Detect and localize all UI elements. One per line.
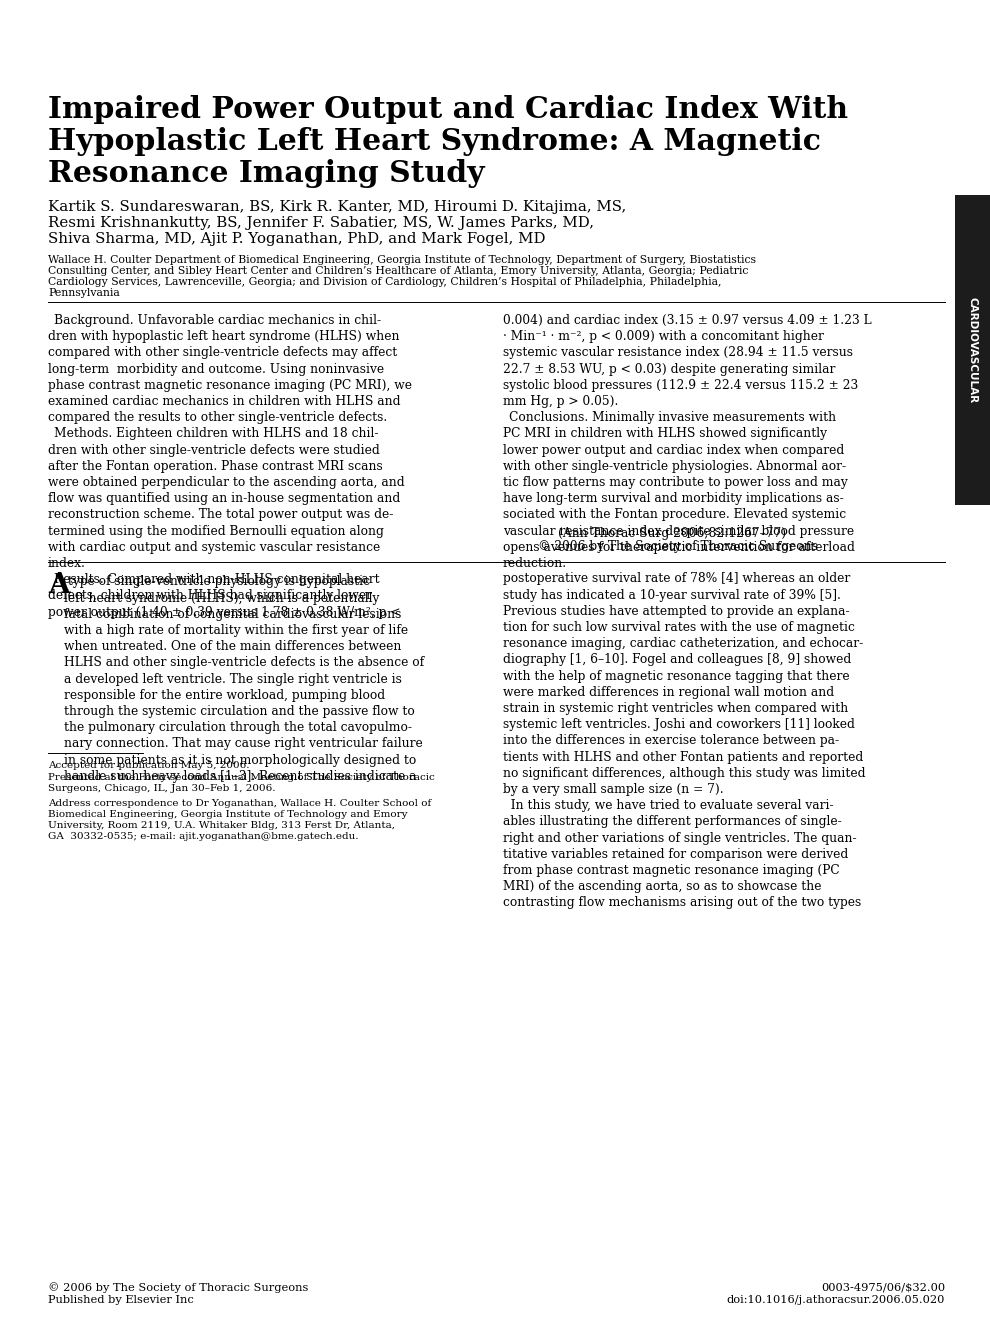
Text: Presented at the Forty-second Annual Meeting of The Society of Thoracic: Presented at the Forty-second Annual Mee…	[48, 772, 435, 781]
Bar	[955, 195, 990, 506]
Text: Cardiology Services, Lawrenceville, Georgia; and Division of Cardiology, Childre: Cardiology Services, Lawrenceville, Geor…	[48, 277, 722, 286]
Text: Impaired Power Output and Cardiac Index With: Impaired Power Output and Cardiac Index …	[48, 95, 848, 124]
Text: Background. Unfavorable cardiac mechanics in chil-
dren with hypoplastic left he: Background. Unfavorable cardiac mechanic…	[48, 314, 412, 619]
Text: Published by Elsevier Inc: Published by Elsevier Inc	[48, 1295, 194, 1305]
Text: 0.004) and cardiac index (3.15 ± 0.97 versus 4.09 ± 1.23 L
· Min⁻¹ · m⁻², p < 0.: 0.004) and cardiac index (3.15 ± 0.97 ve…	[503, 314, 871, 570]
Text: Address correspondence to Dr Yoganathan, Wallace H. Coulter School of: Address correspondence to Dr Yoganathan,…	[48, 799, 432, 808]
Text: Biomedical Engineering, Georgia Institute of Technology and Emory: Biomedical Engineering, Georgia Institut…	[48, 809, 408, 818]
Text: Kartik S. Sundareswaran, BS, Kirk R. Kanter, MD, Hiroumi D. Kitajima, MS,: Kartik S. Sundareswaran, BS, Kirk R. Kan…	[48, 201, 627, 214]
Text: Resmi Krishnankutty, BS, Jennifer F. Sabatier, MS, W. James Parks, MD,: Resmi Krishnankutty, BS, Jennifer F. Sab…	[48, 216, 594, 230]
Text: Resonance Imaging Study: Resonance Imaging Study	[48, 158, 485, 187]
Text: © 2006 by The Society of Thoracic Surgeons: © 2006 by The Society of Thoracic Surgeo…	[538, 540, 818, 553]
Text: Shiva Sharma, MD, Ajit P. Yoganathan, PhD, and Mark Fogel, MD: Shiva Sharma, MD, Ajit P. Yoganathan, Ph…	[48, 232, 545, 246]
Text: Hypoplastic Left Heart Syndrome: A Magnetic: Hypoplastic Left Heart Syndrome: A Magne…	[48, 127, 821, 156]
Text: Pennsylvania: Pennsylvania	[48, 288, 120, 298]
Text: Surgeons, Chicago, IL, Jan 30–Feb 1, 2006.: Surgeons, Chicago, IL, Jan 30–Feb 1, 200…	[48, 784, 275, 793]
Text: GA  30332-0535; e-mail: ajit.yoganathan@bme.gatech.edu.: GA 30332-0535; e-mail: ajit.yoganathan@b…	[48, 832, 358, 841]
Text: (Ann Thorac Surg 2006;82:1267–77): (Ann Thorac Surg 2006;82:1267–77)	[558, 527, 786, 540]
Text: 0003-4975/06/$32.00: 0003-4975/06/$32.00	[821, 1282, 945, 1292]
Text: Consulting Center, and Sibley Heart Center and Children’s Healthcare of Atlanta,: Consulting Center, and Sibley Heart Cent…	[48, 267, 748, 276]
Text: A: A	[48, 573, 69, 599]
Text: Accepted for publication May 5, 2006.: Accepted for publication May 5, 2006.	[48, 760, 249, 770]
Text: doi:10.1016/j.athoracsur.2006.05.020: doi:10.1016/j.athoracsur.2006.05.020	[727, 1295, 945, 1305]
Text: postoperative survival rate of 78% [4] whereas an older
study has indicated a 10: postoperative survival rate of 78% [4] w…	[503, 573, 865, 909]
Text: type of single-ventricle physiology is hypoplastic
left heart syndrome (HLHS), w: type of single-ventricle physiology is h…	[64, 576, 424, 783]
Text: CARDIOVASCULAR: CARDIOVASCULAR	[967, 297, 977, 403]
Text: Wallace H. Coulter Department of Biomedical Engineering, Georgia Institute of Te: Wallace H. Coulter Department of Biomedi…	[48, 255, 756, 265]
Text: © 2006 by The Society of Thoracic Surgeons: © 2006 by The Society of Thoracic Surgeo…	[48, 1282, 308, 1292]
Text: University, Room 2119, U.A. Whitaker Bldg, 313 Ferst Dr, Atlanta,: University, Room 2119, U.A. Whitaker Bld…	[48, 821, 395, 830]
